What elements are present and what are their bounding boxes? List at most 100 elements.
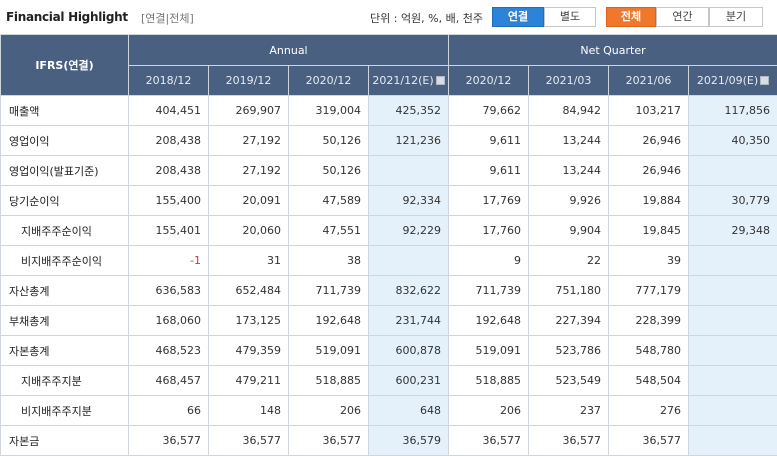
period-label: 2020/12 [306, 74, 352, 87]
table-cell: 518,885 [289, 366, 369, 396]
table-cell: -1 [129, 246, 209, 276]
period-header: 2021/06 [609, 66, 689, 96]
table-cell: 121,236 [369, 126, 449, 156]
table-cell: 192,648 [289, 306, 369, 336]
table-cell: 13,244 [529, 126, 609, 156]
table-cell: 103,217 [609, 96, 689, 126]
row-label: 영업이익(발표기준) [1, 156, 129, 186]
table-cell: 711,739 [449, 276, 529, 306]
period-header: 2019/12 [209, 66, 289, 96]
table-cell: 519,091 [449, 336, 529, 366]
period-header: 2021/09(E) [689, 66, 777, 96]
table-cell: 192,648 [449, 306, 529, 336]
table-cell: 227,394 [529, 306, 609, 336]
quarter-button[interactable]: 분기 [709, 7, 763, 27]
table-cell: 319,004 [289, 96, 369, 126]
table-cell [689, 156, 777, 186]
table-cell: 27,192 [209, 126, 289, 156]
table-cell: 751,180 [529, 276, 609, 306]
table-cell: 36,577 [609, 426, 689, 456]
table-cell [689, 396, 777, 426]
period-label: 2019/12 [226, 74, 272, 87]
table-cell: 636,583 [129, 276, 209, 306]
table-cell: 168,060 [129, 306, 209, 336]
table-cell: 148 [209, 396, 289, 426]
table-cell: 40,350 [689, 126, 777, 156]
table-cell: 206 [449, 396, 529, 426]
estimate-info-icon[interactable] [436, 76, 445, 85]
table-cell: 468,457 [129, 366, 209, 396]
table-cell [689, 366, 777, 396]
table-cell: 117,856 [689, 96, 777, 126]
toolbar: Financial Highlight [연결|전체] 단위 : 억원, %, … [0, 0, 777, 34]
table-cell [689, 426, 777, 456]
row-label: 자산총계 [1, 276, 129, 306]
row-label: 비지배주주지분 [1, 396, 129, 426]
table-cell: 155,400 [129, 186, 209, 216]
table-cell: 479,211 [209, 366, 289, 396]
row-label: 지배주주순이익 [1, 216, 129, 246]
table-cell: 36,579 [369, 426, 449, 456]
table-cell: 27,192 [209, 156, 289, 186]
table-cell: 548,780 [609, 336, 689, 366]
table-cell: 50,126 [289, 126, 369, 156]
table-cell: 9 [449, 246, 529, 276]
table-cell: 17,769 [449, 186, 529, 216]
table-cell: 468,523 [129, 336, 209, 366]
table-cell: 20,091 [209, 186, 289, 216]
table-cell: 79,662 [449, 96, 529, 126]
annual-button[interactable]: 연간 [656, 7, 709, 27]
table-cell: 237 [529, 396, 609, 426]
table-cell: 31 [209, 246, 289, 276]
period-label: 2021/06 [626, 74, 672, 87]
table-cell: 13,244 [529, 156, 609, 186]
table-cell: 711,739 [289, 276, 369, 306]
all-button[interactable]: 전체 [606, 7, 656, 27]
table-cell: 600,231 [369, 366, 449, 396]
row-label: 자본금 [1, 426, 129, 456]
table-cell: 652,484 [209, 276, 289, 306]
table-cell: 30,779 [689, 186, 777, 216]
table-cell: 648 [369, 396, 449, 426]
table-cell: 269,907 [209, 96, 289, 126]
table-cell: 519,091 [289, 336, 369, 366]
estimate-info-icon[interactable] [760, 76, 769, 85]
table-cell: 777,179 [609, 276, 689, 306]
table-cell: 92,229 [369, 216, 449, 246]
table-cell: 231,744 [369, 306, 449, 336]
page-subtitle: [연결|전체] [141, 10, 194, 26]
table-cell: 479,359 [209, 336, 289, 366]
table-cell: 20,060 [209, 216, 289, 246]
separate-button[interactable]: 별도 [544, 7, 596, 27]
table-cell: 173,125 [209, 306, 289, 336]
table-cell: 92,334 [369, 186, 449, 216]
row-label: 매출액 [1, 96, 129, 126]
row-label: 비지배주주순이익 [1, 246, 129, 276]
period-label: 2020/12 [466, 74, 512, 87]
table-cell: 66 [129, 396, 209, 426]
period-header: 2021/12(E) [369, 66, 449, 96]
table-cell: 36,577 [209, 426, 289, 456]
table-cell [689, 276, 777, 306]
table-cell: 9,926 [529, 186, 609, 216]
table-cell: 832,622 [369, 276, 449, 306]
row-label: 영업이익 [1, 126, 129, 156]
row-label: 지배주주지분 [1, 366, 129, 396]
table-cell: 50,126 [289, 156, 369, 186]
consolidated-button[interactable]: 연결 [492, 7, 544, 27]
table-cell: 600,878 [369, 336, 449, 366]
table-cell: 19,884 [609, 186, 689, 216]
table-cell: 208,438 [129, 126, 209, 156]
period-header: 2020/12 [449, 66, 529, 96]
table-cell: 29,348 [689, 216, 777, 246]
table-cell: 276 [609, 396, 689, 426]
